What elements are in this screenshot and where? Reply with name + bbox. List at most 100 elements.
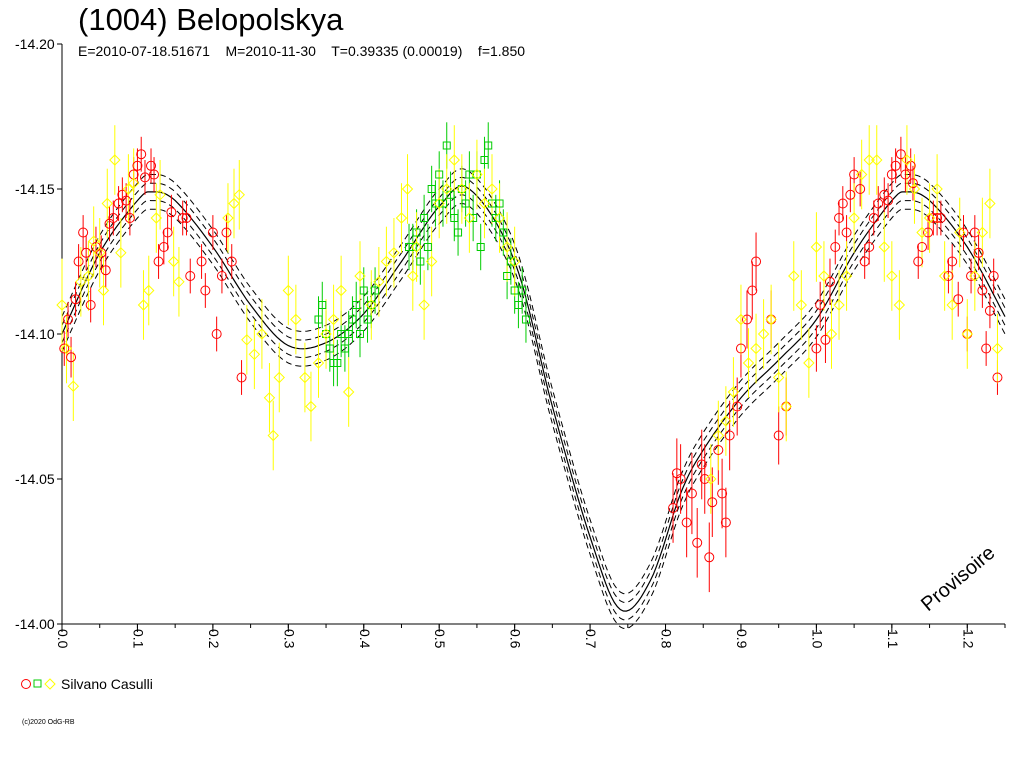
data-point-square xyxy=(514,301,523,309)
data-point-circle xyxy=(139,172,150,183)
data-point-circle xyxy=(859,256,870,267)
data-point-diamond xyxy=(122,183,135,195)
data-point-circle xyxy=(692,537,703,548)
data-point-circle xyxy=(717,488,728,499)
data-point-diamond xyxy=(87,235,100,247)
data-point-diamond xyxy=(471,168,483,181)
data-point-circle xyxy=(917,242,928,252)
data-point-square xyxy=(454,228,463,237)
data-point-diamond xyxy=(335,284,347,297)
watermark-text: Provisoire xyxy=(917,542,999,616)
data-point-square xyxy=(371,286,380,295)
data-point-square xyxy=(491,214,500,222)
data-point-square xyxy=(484,141,493,150)
legend-diamond-icon xyxy=(44,678,56,690)
data-point-circle xyxy=(907,178,918,189)
data-point-circle xyxy=(973,247,984,258)
data-point-circle xyxy=(932,213,943,223)
data-point-diamond xyxy=(742,357,755,369)
data-point-circle xyxy=(681,517,692,528)
data-point-square xyxy=(442,141,451,150)
data-point-circle xyxy=(988,271,999,281)
data-point-square xyxy=(337,330,346,338)
data-point-diamond xyxy=(938,270,951,282)
data-point-circle xyxy=(724,430,735,441)
data-point-circle xyxy=(820,334,831,345)
data-point-diamond xyxy=(886,270,898,282)
data-point-diamond xyxy=(916,226,928,239)
chart-title: (1004) Belopolskya xyxy=(78,2,344,37)
data-point-square xyxy=(416,257,425,266)
data-point-diamond xyxy=(954,226,966,239)
data-point-square xyxy=(518,286,527,295)
data-point-diamond xyxy=(222,212,234,224)
fit-curve-lower xyxy=(61,202,1006,630)
data-point-diamond xyxy=(486,183,498,195)
data-point-circle xyxy=(136,149,147,160)
data-point-diamond xyxy=(833,299,845,311)
data-point-diamond xyxy=(388,247,400,259)
data-point-square xyxy=(499,228,508,237)
data-point-circle xyxy=(855,184,866,194)
data-point-circle xyxy=(166,207,177,218)
fit-curve-upper xyxy=(61,168,1006,595)
data-point-square xyxy=(465,170,474,179)
data-point-circle xyxy=(96,247,107,258)
data-point-circle xyxy=(196,256,207,267)
data-point-square xyxy=(510,286,519,295)
x-tick-label: 1.1 xyxy=(885,629,901,649)
copyright-text: (c)2020 OdG-RB xyxy=(22,719,75,726)
data-point-circle xyxy=(824,276,835,287)
data-point-diamond xyxy=(969,270,981,282)
data-point-circle xyxy=(947,256,958,267)
y-tick-label: -14.10 xyxy=(15,326,55,342)
data-point-circle xyxy=(981,343,992,354)
data-point-square xyxy=(314,315,323,324)
data-point-diamond xyxy=(818,270,830,282)
data-point-square xyxy=(476,243,485,251)
data-point-circle xyxy=(841,227,852,238)
data-point-diamond xyxy=(94,247,106,259)
data-point-diamond xyxy=(67,380,80,392)
data-point-circle xyxy=(741,314,752,325)
data-point-diamond xyxy=(976,226,989,239)
data-point-circle xyxy=(815,300,826,310)
data-point-square xyxy=(352,301,361,309)
y-tick-label: -14.15 xyxy=(15,181,55,197)
data-point-circle xyxy=(236,372,247,383)
data-point-circle xyxy=(211,329,222,339)
data-point-diamond xyxy=(233,189,245,201)
data-points xyxy=(56,141,1004,563)
data-point-circle xyxy=(834,213,845,223)
data-point-square xyxy=(488,199,497,208)
legend: Silvano Casulli xyxy=(20,675,153,693)
data-point-diamond xyxy=(410,241,423,253)
data-point-square xyxy=(408,243,417,251)
data-point-diamond xyxy=(305,400,317,413)
data-point-circle xyxy=(216,271,227,281)
data-point-square xyxy=(506,257,515,266)
data-point-diamond xyxy=(803,357,815,369)
data-point-square xyxy=(503,272,512,280)
data-point-diamond xyxy=(380,255,393,268)
data-point-square xyxy=(521,315,530,324)
data-point-square xyxy=(446,190,455,199)
data-point-circle xyxy=(146,160,157,171)
data-point-circle xyxy=(149,169,160,180)
data-point-diamond xyxy=(772,371,785,384)
data-point-diamond xyxy=(931,183,943,195)
data-point-square xyxy=(348,315,357,324)
legend-square-icon xyxy=(33,679,42,688)
data-point-diamond xyxy=(150,212,163,224)
data-point-diamond xyxy=(501,241,513,253)
data-point-diamond xyxy=(228,197,240,210)
data-point-circle xyxy=(668,503,679,513)
data-point-circle xyxy=(747,285,758,296)
data-point-diamond xyxy=(825,328,838,340)
data-point-circle xyxy=(720,517,731,528)
data-point-circle xyxy=(943,271,954,281)
data-point-diamond xyxy=(60,342,73,355)
data-point-diamond xyxy=(263,392,276,404)
chart-axes xyxy=(61,44,1005,625)
data-point-circle xyxy=(732,401,743,412)
